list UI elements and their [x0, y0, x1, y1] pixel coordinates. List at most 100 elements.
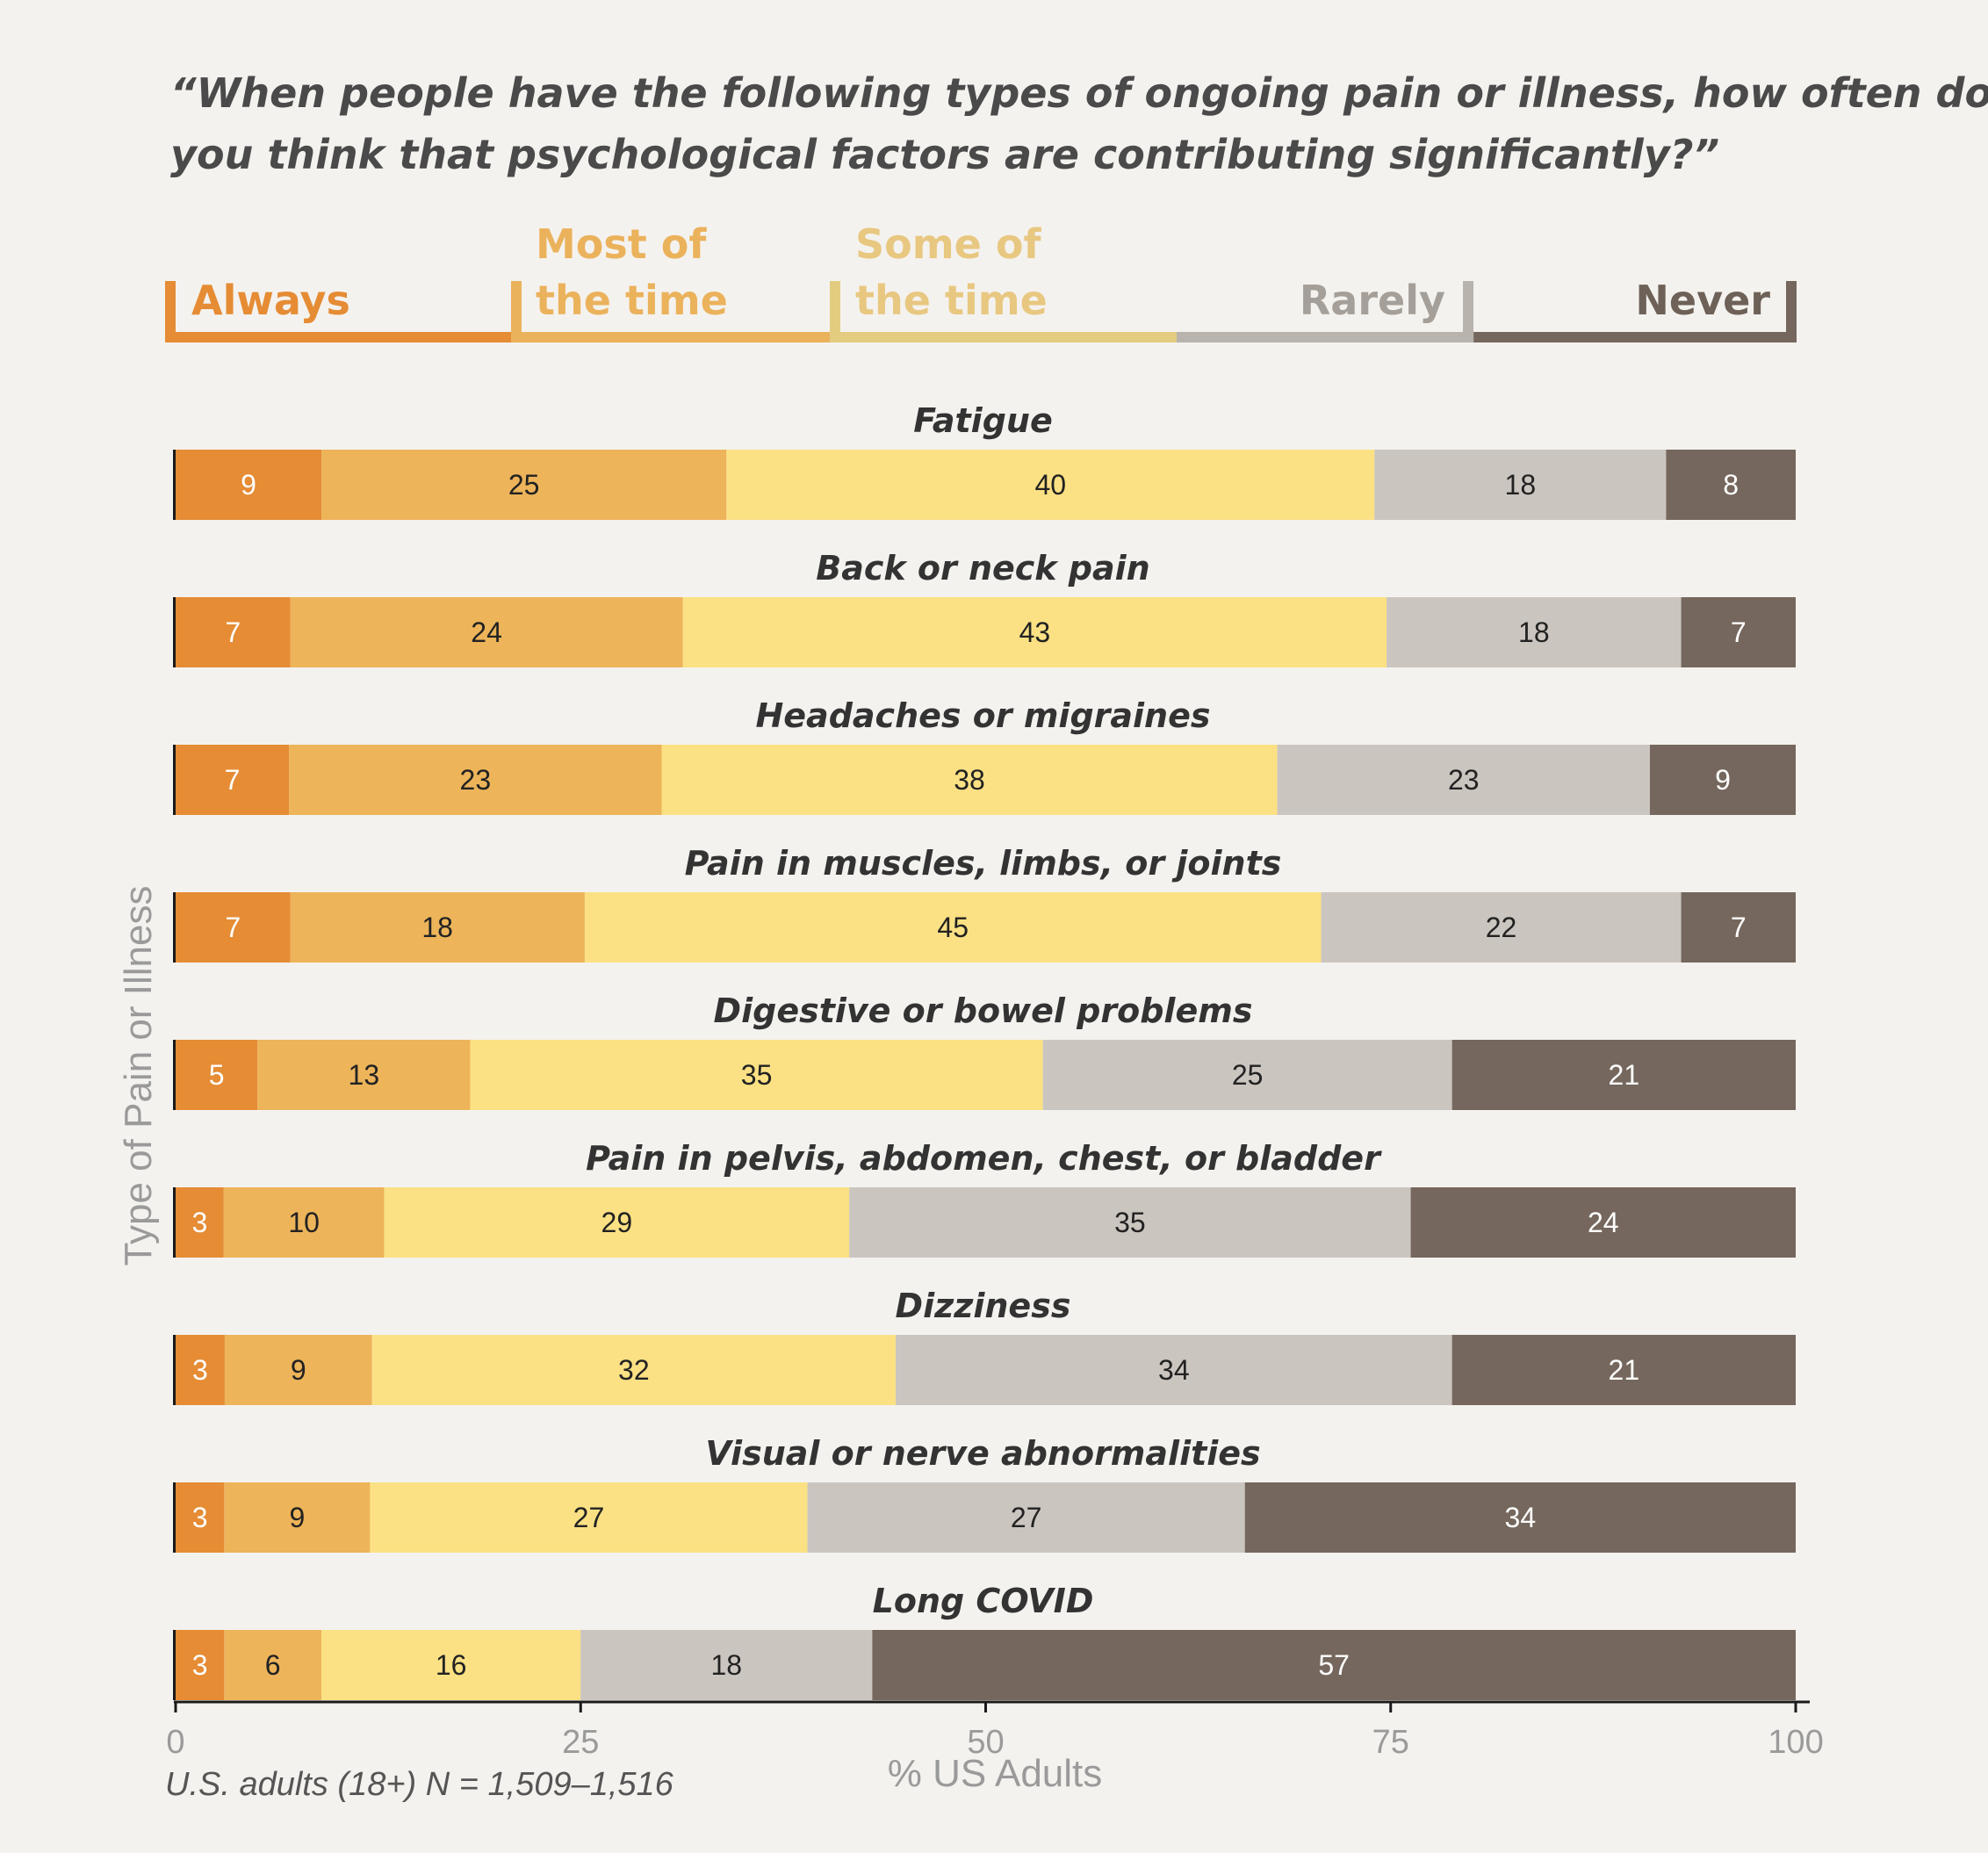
bar-value-label: 25	[1232, 1059, 1264, 1091]
title-line-2: you think that psychological factors are…	[170, 131, 1719, 178]
x-tick-label: 25	[562, 1724, 599, 1761]
bar-value-label: 7	[225, 764, 241, 796]
bar-value-label: 34	[1505, 1502, 1537, 1533]
bar-row-1: Fatigue 9 25 40 18 8	[173, 401, 1796, 520]
bar-value-label: 18	[1505, 469, 1537, 501]
bar-value-label: 29	[601, 1207, 633, 1238]
bar-row-7: Dizziness 3 9 32 34 21	[173, 1287, 1796, 1405]
bar-value-label: 57	[1318, 1649, 1350, 1681]
bar-value-label: 21	[1609, 1059, 1640, 1091]
bar-value-label: 9	[241, 469, 256, 501]
bar-segment-never	[1681, 892, 1796, 963]
bar-value-label: 43	[1019, 616, 1051, 648]
bar-row-9: Long COVID 3 6 16 18 57	[173, 1582, 1796, 1700]
bar-baseline	[173, 1335, 176, 1405]
x-tick-label: 0	[166, 1724, 184, 1761]
bar-value-label: 7	[1731, 616, 1747, 648]
bar-value-label: 22	[1486, 912, 1517, 943]
category-label: Digestive or bowel problems	[714, 991, 1253, 1030]
bar-value-label: 7	[225, 616, 241, 648]
bar-value-label: 45	[937, 912, 969, 943]
bar-segment-rarely	[1387, 597, 1682, 667]
bar-segment-some-of-the-time	[371, 1335, 896, 1405]
bar-segment-never	[1649, 745, 1796, 815]
legend-label-never-line-1: Never	[1635, 277, 1770, 324]
category-label: Back or neck pain	[816, 549, 1149, 588]
legend-label-some-of-the-time-line-2: the time	[855, 277, 1048, 324]
y-axis-label: Type of Pain or Illness	[117, 886, 160, 1266]
bar-value-label: 27	[573, 1502, 605, 1533]
bar-segment-always	[176, 1187, 224, 1258]
bar-value-label: 9	[1715, 764, 1731, 796]
x-tick-label: 100	[1768, 1724, 1823, 1761]
bar-segment-most-of-the-time	[290, 892, 585, 963]
legend-label-most-of-the-time-line-1: Most of	[536, 220, 707, 268]
bar-value-label: 25	[508, 469, 540, 501]
bars: Fatigue 9 25 40 18 8 Back or neck pain 7 24 43 18 7…	[173, 401, 1796, 1700]
bar-segment-most-of-the-time	[224, 1335, 372, 1405]
legend-label-rarely-line-1: Rarely	[1300, 277, 1445, 324]
bar-segment-some-of-the-time	[384, 1187, 850, 1258]
bar-row-2: Back or neck pain 7 24 43 18 7	[173, 549, 1796, 667]
legend-bracket-4	[1463, 281, 1473, 342]
bar-value-label: 3	[192, 1502, 208, 1533]
bar-row-6: Pain in pelvis, abdomen, chest, or bladd…	[173, 1139, 1796, 1258]
chart-title: “When people have the following types of…	[170, 69, 1988, 178]
bar-segment-most-of-the-time	[257, 1040, 471, 1110]
bar-value-label: 3	[192, 1649, 208, 1681]
bar-value-label: 7	[1731, 912, 1747, 943]
bar-segment-most-of-the-time	[321, 450, 727, 520]
bar-segment-never	[1666, 450, 1796, 520]
legend: Always Most of the time Some of the time Rare…	[165, 220, 1797, 342]
bar-value-label: 18	[1518, 616, 1550, 648]
category-label: Fatigue	[913, 401, 1052, 440]
x-tick-label: 50	[967, 1724, 1004, 1761]
bar-value-label: 3	[192, 1207, 208, 1238]
sample-note: U.S. adults (18+) N = 1,509–1,516	[165, 1766, 674, 1803]
bar-segment-never	[872, 1630, 1796, 1700]
legend-bar-some-of-the-time	[832, 332, 1177, 342]
bar-segment-always	[176, 450, 322, 520]
bar-segment-always	[176, 1482, 225, 1553]
bar-baseline	[173, 1187, 176, 1258]
bar-segment-rarely	[1374, 450, 1667, 520]
bar-baseline	[173, 1482, 176, 1553]
bar-row-3: Headaches or migraines 7 23 38 23 9	[173, 696, 1796, 815]
bar-segment-never	[1410, 1187, 1796, 1258]
bar-segment-always	[176, 1335, 225, 1405]
bar-segment-never	[1244, 1482, 1796, 1553]
bar-value-label: 5	[209, 1059, 225, 1091]
bar-segment-never	[1681, 597, 1796, 667]
bar-segment-always	[176, 1630, 225, 1700]
x-axis-label: % US Adults	[888, 1752, 1103, 1795]
bar-baseline	[173, 892, 176, 963]
bar-value-label: 9	[289, 1502, 305, 1533]
bar-segment-most-of-the-time	[224, 1630, 322, 1700]
bar-segment-some-of-the-time	[584, 892, 1322, 963]
title-line-1: “When people have the following types of…	[170, 69, 1988, 117]
bar-segment-some-of-the-time	[321, 1630, 581, 1700]
legend-bracket-1	[165, 281, 176, 342]
bar-segment-some-of-the-time	[682, 597, 1387, 667]
legend-bar-never	[1473, 332, 1797, 342]
bar-value-label: 7	[225, 912, 241, 943]
bar-segment-always	[176, 1040, 258, 1110]
category-label: Dizziness	[896, 1287, 1071, 1325]
bar-baseline	[173, 597, 176, 667]
bar-segment-rarely	[849, 1187, 1411, 1258]
legend-bracket-5	[1786, 281, 1797, 342]
bar-value-label: 3	[192, 1354, 208, 1386]
bar-segment-some-of-the-time	[726, 450, 1375, 520]
bar-segment-rarely	[1042, 1040, 1452, 1110]
bar-segment-rarely	[580, 1630, 873, 1700]
bar-row-5: Digestive or bowel problems 5 13 35 25 21	[173, 991, 1796, 1110]
bar-value-label: 9	[291, 1354, 306, 1386]
bar-value-label: 23	[460, 764, 492, 796]
bar-segment-rarely	[896, 1335, 1452, 1405]
category-label: Pain in pelvis, abdomen, chest, or bladd…	[586, 1139, 1382, 1178]
bar-segment-always	[176, 892, 291, 963]
legend-label-some-of-the-time-line-1: Some of	[855, 220, 1041, 268]
bar-value-label: 32	[618, 1354, 650, 1386]
bar-segment-rarely	[807, 1482, 1245, 1553]
